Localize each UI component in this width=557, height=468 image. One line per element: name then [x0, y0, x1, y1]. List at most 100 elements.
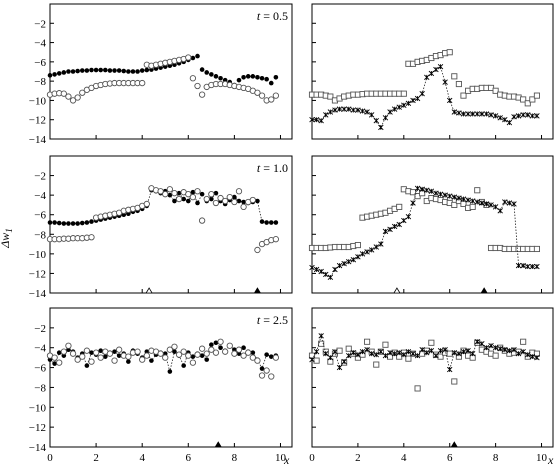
panel-r1c0: −2 −4 −6 −8 −10 −12 −14 — [29, 155, 293, 300]
data-point — [336, 347, 343, 354]
data-point — [442, 79, 448, 85]
plot-frame — [49, 3, 293, 140]
data-point — [469, 111, 476, 117]
data-point — [240, 352, 247, 359]
data-point — [497, 115, 503, 121]
data-point — [198, 217, 206, 224]
data-point — [350, 257, 357, 263]
data-point — [433, 66, 439, 73]
y-tick-label: −6 — [34, 57, 46, 69]
data-point — [534, 354, 540, 361]
data-point — [446, 193, 453, 199]
data-point — [79, 220, 85, 226]
data-point — [354, 241, 361, 249]
panel-label-t1.0: t = 1.0 — [257, 161, 288, 175]
data-point — [368, 350, 375, 357]
plot-frame — [49, 307, 293, 448]
data-point — [451, 201, 458, 208]
data-point — [346, 106, 352, 112]
data-point — [232, 194, 237, 200]
data-point — [92, 349, 100, 356]
panel-r2c1: 0 2 4 6 8 10 — [308, 307, 554, 464]
data-point — [171, 343, 178, 350]
data-point — [368, 247, 375, 253]
data-point — [492, 344, 499, 351]
data-point — [180, 348, 187, 355]
data-point — [189, 193, 197, 201]
data-point — [368, 112, 375, 118]
data-point — [378, 348, 384, 355]
data-point — [364, 338, 371, 345]
data-point — [69, 97, 77, 104]
data-point — [185, 54, 192, 61]
data-point — [52, 72, 57, 77]
data-point — [529, 353, 536, 360]
data-point — [401, 351, 407, 358]
data-point — [203, 195, 210, 203]
data-point — [84, 68, 90, 73]
data-point — [189, 75, 197, 82]
data-point — [364, 109, 370, 115]
data-point — [125, 353, 132, 360]
data-point — [162, 354, 169, 361]
data-point — [409, 189, 417, 196]
series-line — [312, 66, 537, 129]
data-point — [469, 203, 476, 210]
data-point — [520, 338, 527, 345]
panel-r1c1 — [308, 155, 554, 294]
data-point — [209, 196, 214, 202]
data-point — [382, 115, 389, 121]
data-point — [451, 109, 458, 115]
data-point — [534, 113, 540, 119]
data-point — [309, 116, 315, 123]
y-tick-label: −10 — [29, 249, 47, 261]
panel-r0c1 — [308, 3, 554, 140]
data-point — [106, 350, 114, 357]
data-point — [112, 68, 117, 73]
data-point — [172, 349, 177, 354]
x-tick-label: 4 — [401, 452, 407, 464]
y-axis-label-subscript: 1 — [4, 228, 14, 233]
data-point — [373, 351, 379, 358]
data-point — [396, 203, 403, 210]
data-point — [259, 219, 265, 224]
y-tick-label: −12 — [29, 115, 46, 127]
panel-r0c0: −2 −4 −6 −8 −10 −12 −14 — [29, 3, 293, 146]
data-point — [121, 68, 127, 74]
y-tick-label: −10 — [29, 95, 47, 107]
data-point — [488, 112, 494, 118]
series-open-square — [308, 186, 540, 253]
data-point — [254, 246, 261, 254]
data-point — [134, 348, 141, 355]
data-point — [451, 349, 458, 356]
data-point — [149, 358, 154, 363]
data-point — [175, 351, 183, 358]
data-point — [190, 189, 196, 195]
data-point — [341, 260, 347, 267]
data-point — [185, 191, 192, 198]
data-point — [268, 220, 274, 225]
data-point — [79, 89, 86, 96]
data-point — [249, 196, 256, 204]
data-point — [492, 352, 499, 359]
data-point — [424, 74, 430, 81]
open-triangle-marker — [145, 287, 153, 294]
series-asterisk — [309, 185, 540, 281]
x-axis-label-left: x — [283, 453, 290, 467]
data-point — [185, 352, 192, 359]
data-point — [241, 345, 246, 351]
y-tick-label: −12 — [29, 422, 46, 434]
data-point — [195, 200, 200, 206]
data-point — [241, 199, 246, 205]
data-point — [258, 92, 266, 99]
data-point — [245, 74, 251, 79]
data-point — [52, 361, 57, 366]
data-point — [520, 262, 526, 269]
data-point — [268, 373, 275, 380]
figure-labels: Δw1 x x t = 0.5 t = 1.0 t = 2.5 — [0, 9, 554, 467]
data-point — [79, 68, 85, 73]
data-point — [241, 74, 246, 80]
data-point — [359, 251, 366, 257]
data-point — [488, 202, 494, 208]
